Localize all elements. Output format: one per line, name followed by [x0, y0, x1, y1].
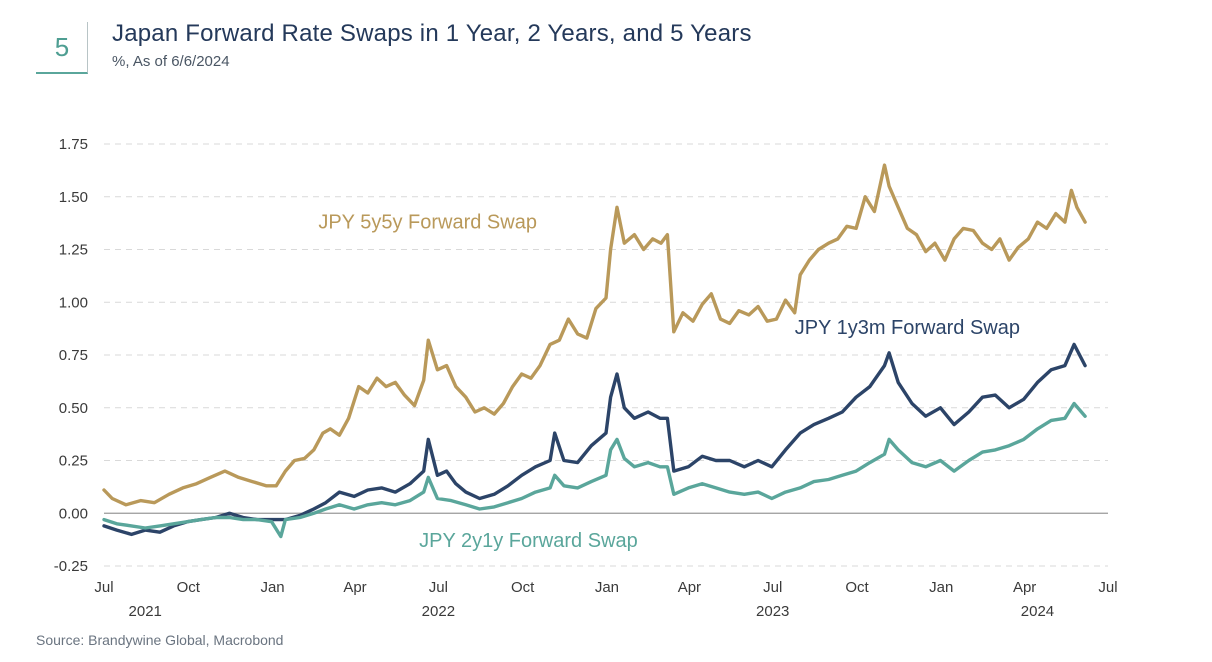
line-chart: -0.25 0.00 0.25 0.50 0.75 1.00 1.25 1.50 1.75 Ju…	[54, 136, 1118, 620]
y-tick-label: 0.00	[59, 505, 88, 522]
x-tick-label: Oct	[511, 579, 535, 596]
x-tick-label: Jul	[94, 579, 113, 596]
x-year-label: 2023	[756, 603, 789, 620]
x-tick-label: Oct	[177, 579, 201, 596]
chart-title: Japan Forward Rate Swaps in 1 Year, 2 Ye…	[112, 20, 752, 47]
y-axis-ticks: -0.25 0.00 0.25 0.50 0.75 1.00 1.25 1.50 1.75	[54, 136, 88, 575]
x-axis-ticks: Jul Oct Jan Apr Jul Oct Jan Apr Jul Oct Jan Apr Jul 2…	[94, 579, 1117, 620]
x-year-label: 2024	[1021, 603, 1054, 620]
x-tick-label: Apr	[1013, 579, 1036, 596]
x-tick-label: Jan	[260, 579, 284, 596]
x-tick-label: Jan	[929, 579, 953, 596]
y-tick-label: 0.50	[59, 400, 88, 417]
series-label-3: JPY 2y1y Forward Swap	[419, 530, 638, 552]
series-lines	[102, 163, 1087, 539]
series-label-2: JPY 1y3m Forward Swap	[795, 317, 1020, 339]
x-tick-label: Jan	[595, 579, 619, 596]
y-tick-label: 1.25	[59, 242, 88, 259]
series-line-3	[102, 401, 1087, 539]
y-tick-label: 1.75	[59, 136, 88, 153]
source-note: Source: Brandywine Global, Macrobond	[36, 632, 284, 648]
x-tick-label: Oct	[845, 579, 869, 596]
x-year-label: 2021	[129, 603, 162, 620]
y-tick-label: 1.50	[59, 189, 88, 206]
x-tick-label: Apr	[678, 579, 701, 596]
series-label-1: JPY 5y5y Forward Swap	[318, 211, 537, 233]
x-year-label: 2022	[422, 603, 455, 620]
figure-number: 5	[54, 32, 70, 62]
y-tick-label: -0.25	[54, 558, 88, 575]
y-tick-label: 1.00	[59, 294, 88, 311]
x-tick-label: Apr	[343, 579, 366, 596]
figure-badge: 5	[36, 22, 88, 74]
y-tick-label: 0.25	[59, 453, 88, 470]
chart-subtitle: %, As of 6/6/2024	[112, 53, 230, 70]
series-line-1	[102, 163, 1087, 507]
x-tick-label: Jul	[429, 579, 448, 596]
grid-lines	[104, 143, 1108, 567]
y-tick-label: 0.75	[59, 347, 88, 364]
series-annotations: JPY 5y5y Forward Swap JPY 1y3m Forward Sw…	[318, 211, 1020, 552]
series-line-2	[102, 342, 1087, 537]
x-tick-label: Jul	[1098, 579, 1117, 596]
x-tick-label: Jul	[763, 579, 782, 596]
